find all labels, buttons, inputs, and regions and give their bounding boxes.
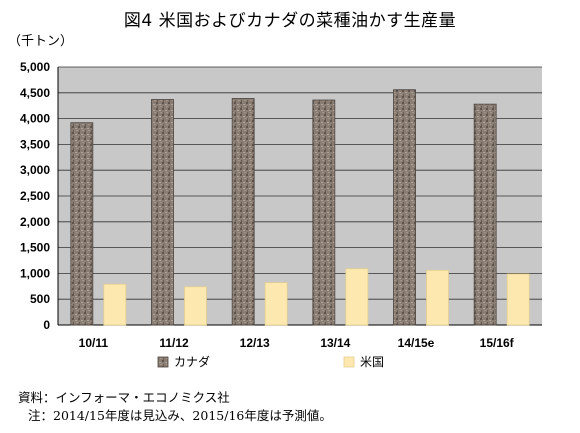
bar-series-1-14-15e [426,269,449,326]
x-tick-label: 15/16f [480,336,515,350]
x-tick-label: 14/15e [398,336,435,350]
x-tick-label: 10/11 [79,336,109,350]
legend-swatch-1 [343,356,355,368]
bar-series-0-11-12 [151,99,174,326]
bar-series-0-12-13 [231,98,255,326]
y-tick-label: 1,000 [20,266,50,280]
bar-series-0-15-16f [473,103,497,326]
bar-series-0-14-15e [393,89,416,326]
x-tick-label: 13/14 [320,336,350,350]
x-tick-label: 11/12 [159,336,189,350]
y-tick-label: 500 [30,292,50,306]
bar-series-1-10-11 [103,283,127,326]
y-tick-label: 5,000 [20,60,50,74]
footnote: 注：2014/15年度は見込み、2015/16年度は予測値。 [28,408,332,423]
bar-series-1-12-13 [264,282,288,326]
y-tick-label: 2,500 [20,189,50,203]
y-axis-unit-label: （千トン） [8,34,74,49]
y-tick-label: 0 [43,318,50,332]
legend-label-1: 米国 [360,355,384,369]
y-tick-label: 3,000 [20,163,50,177]
y-tick-label: 2,000 [20,215,50,229]
legend-swatch-0 [157,356,169,368]
bar-series-1-13-14 [345,268,369,326]
y-tick-label: 1,500 [20,241,50,255]
chart-title: 図4 米国およびカナダの菜種油かす生産量 [123,11,457,31]
source-note: 資料：インフォーマ・エコノミクス社 [18,390,230,405]
y-tick-label: 4,500 [20,86,50,100]
bar-series-0-10-11 [70,122,94,326]
y-tick-label: 3,500 [20,137,50,151]
legend-label-0: カナダ [174,354,210,369]
bar-series-0-13-14 [312,99,336,326]
bar-series-1-15-16f [506,273,530,326]
x-tick-label: 12/13 [240,336,270,350]
y-tick-label: 4,000 [20,112,50,126]
bar-series-1-11-12 [184,286,207,326]
